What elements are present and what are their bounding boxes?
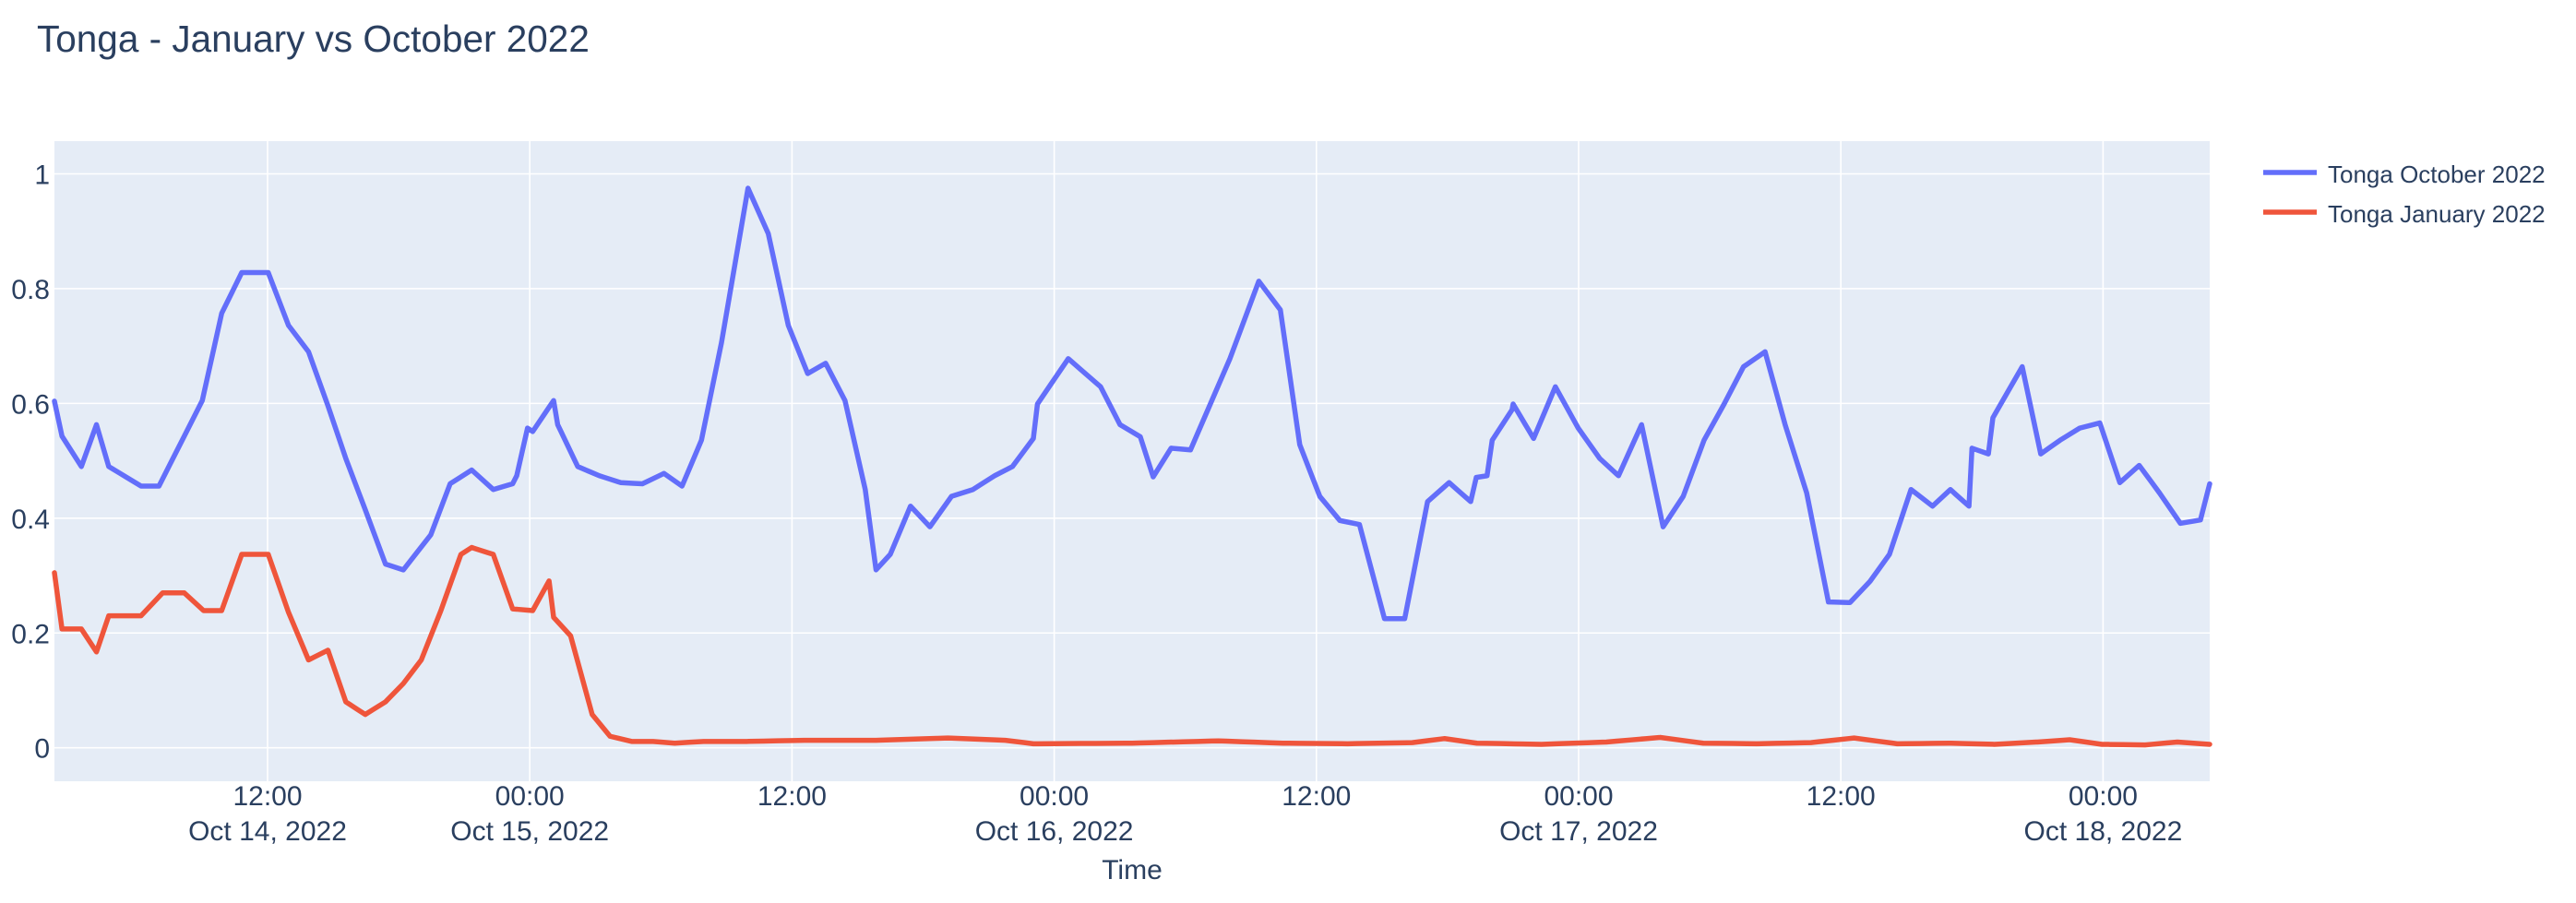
svg-text:12:00: 12:00 xyxy=(233,781,302,812)
svg-text:Tonga January 2022: Tonga January 2022 xyxy=(2328,200,2546,228)
svg-text:0.2: 0.2 xyxy=(11,619,50,649)
svg-text:Oct 15, 2022: Oct 15, 2022 xyxy=(450,816,609,847)
svg-text:Oct 14, 2022: Oct 14, 2022 xyxy=(188,816,347,847)
svg-text:00:00: 00:00 xyxy=(2069,781,2138,812)
svg-text:0.6: 0.6 xyxy=(11,389,50,420)
svg-text:Oct 18, 2022: Oct 18, 2022 xyxy=(2024,816,2183,847)
svg-text:0.8: 0.8 xyxy=(11,275,50,305)
svg-text:Oct 16, 2022: Oct 16, 2022 xyxy=(975,816,1134,847)
svg-text:12:00: 12:00 xyxy=(1807,781,1876,812)
svg-text:0: 0 xyxy=(34,734,50,765)
svg-text:Tonga October 2022: Tonga October 2022 xyxy=(2328,160,2546,188)
svg-text:Oct 17, 2022: Oct 17, 2022 xyxy=(1499,816,1658,847)
svg-text:00:00: 00:00 xyxy=(495,781,565,812)
svg-text:00:00: 00:00 xyxy=(1020,781,1089,812)
svg-text:12:00: 12:00 xyxy=(1282,781,1351,812)
svg-text:0.4: 0.4 xyxy=(11,505,50,535)
svg-text:00:00: 00:00 xyxy=(1544,781,1613,812)
svg-text:1: 1 xyxy=(34,160,50,191)
svg-text:12:00: 12:00 xyxy=(757,781,827,812)
svg-text:Time: Time xyxy=(1102,855,1163,885)
